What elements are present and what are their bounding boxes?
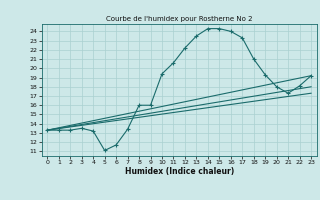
X-axis label: Humidex (Indice chaleur): Humidex (Indice chaleur) [124,167,234,176]
Title: Courbe de l'humidex pour Rostherne No 2: Courbe de l'humidex pour Rostherne No 2 [106,16,252,22]
